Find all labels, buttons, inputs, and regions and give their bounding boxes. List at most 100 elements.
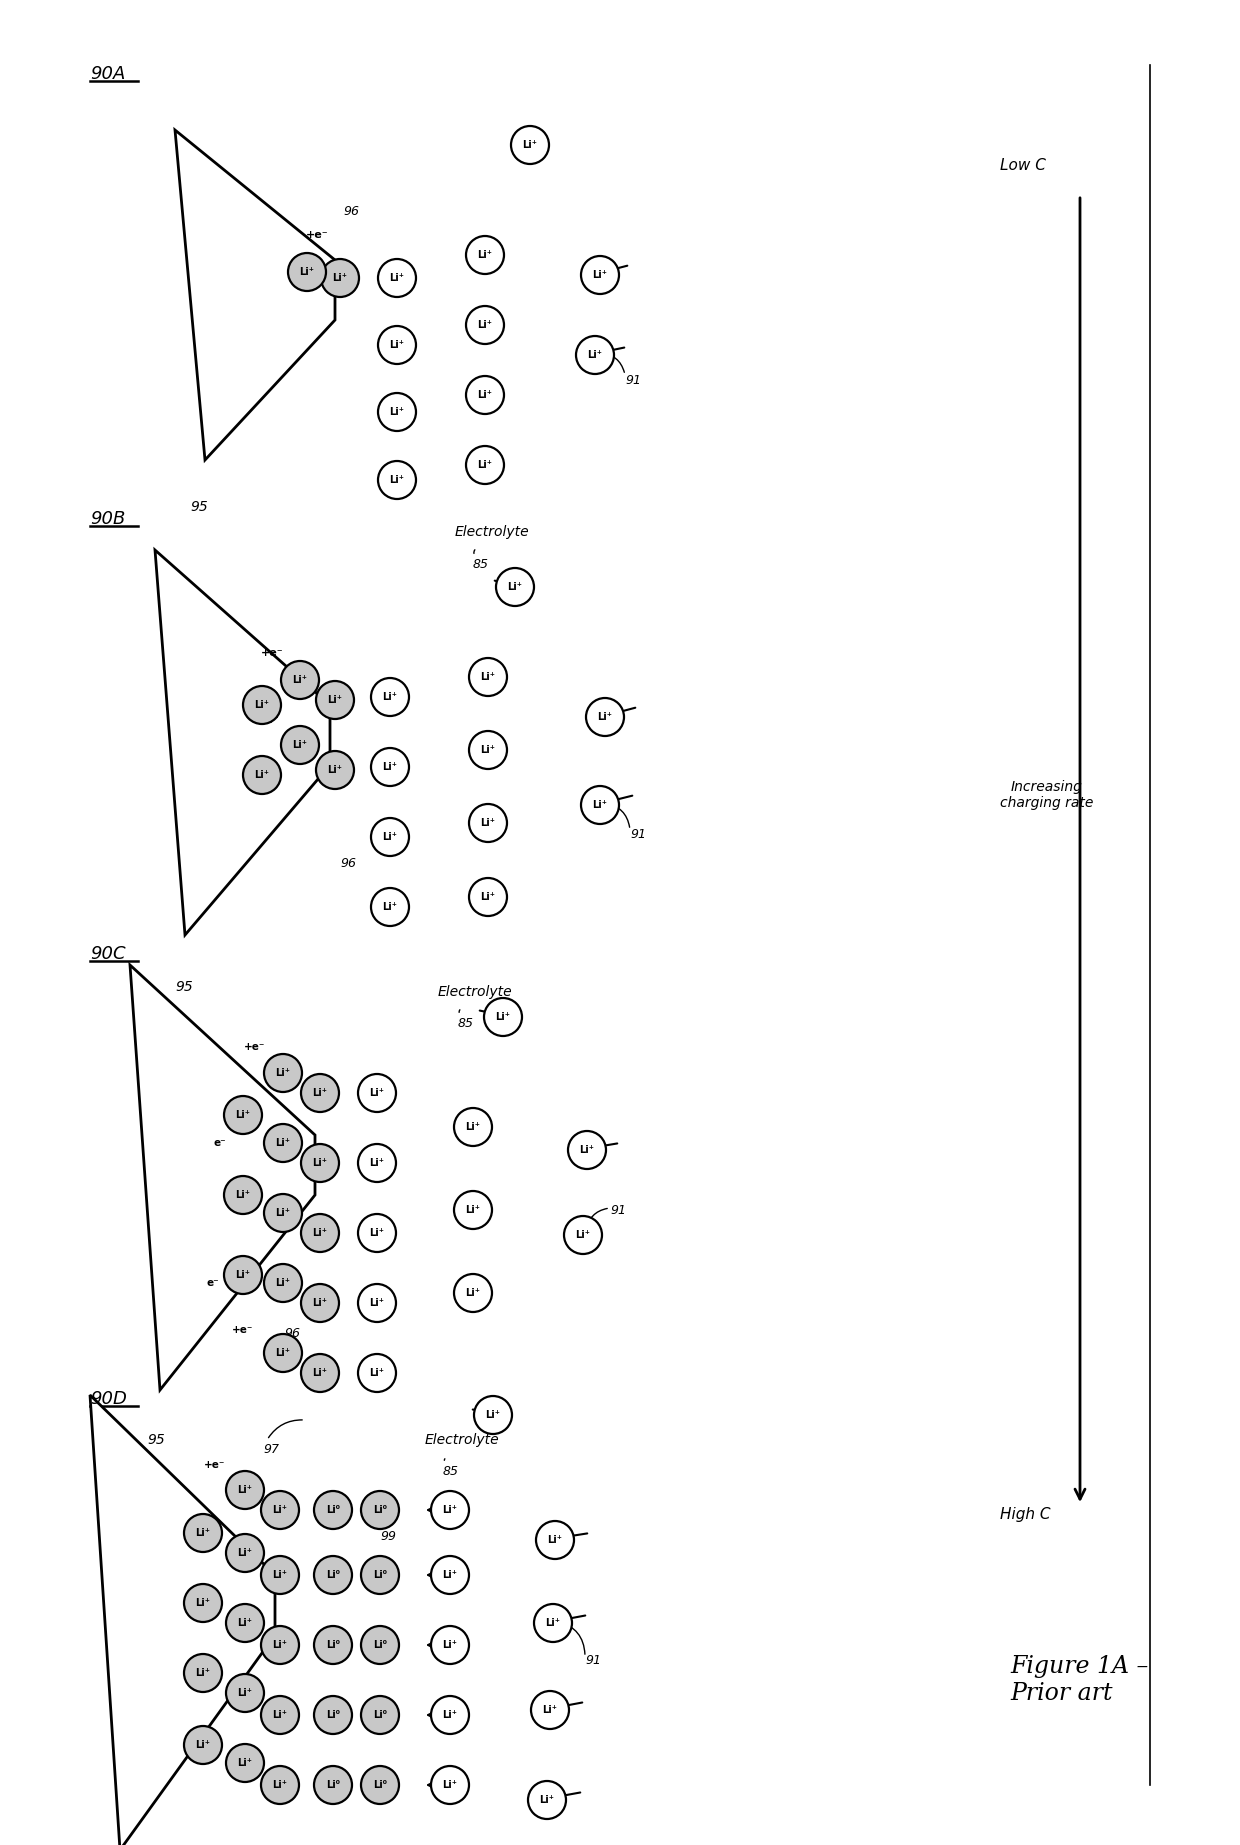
Circle shape [281, 725, 319, 764]
Text: 99: 99 [379, 1530, 396, 1542]
Circle shape [264, 1264, 303, 1303]
Text: Li⁺: Li⁺ [327, 696, 342, 705]
Text: Li⁺: Li⁺ [382, 762, 398, 771]
Text: Li⁺: Li⁺ [382, 692, 398, 701]
Text: Li⁺: Li⁺ [382, 832, 398, 841]
Circle shape [281, 661, 319, 699]
Text: Li⁰: Li⁰ [326, 1506, 340, 1515]
Text: Li⁺: Li⁺ [238, 1758, 253, 1768]
Text: +e⁻: +e⁻ [260, 648, 283, 659]
Text: Li⁺: Li⁺ [465, 1288, 481, 1299]
Text: Li⁰: Li⁰ [373, 1710, 387, 1720]
Text: Li⁰: Li⁰ [373, 1506, 387, 1515]
Text: Li⁺: Li⁺ [327, 766, 342, 775]
Text: 90C: 90C [91, 945, 125, 963]
Circle shape [243, 756, 281, 793]
Circle shape [378, 461, 415, 498]
Text: +e⁻: +e⁻ [257, 716, 279, 725]
Text: Li⁺: Li⁺ [293, 740, 308, 751]
Text: Li⁺: Li⁺ [312, 1367, 327, 1378]
Text: 91: 91 [610, 1203, 626, 1216]
Circle shape [301, 1284, 339, 1323]
Text: Li⁺: Li⁺ [507, 581, 522, 592]
Text: Li⁺: Li⁺ [370, 1089, 384, 1098]
Circle shape [226, 1470, 264, 1509]
Circle shape [358, 1354, 396, 1391]
Polygon shape [155, 550, 330, 935]
Circle shape [466, 306, 503, 343]
Circle shape [264, 1194, 303, 1232]
Circle shape [378, 393, 415, 432]
Text: Li⁺: Li⁺ [273, 1506, 288, 1515]
Circle shape [224, 1096, 262, 1135]
Text: Li⁺: Li⁺ [236, 1269, 250, 1280]
Text: Li⁺: Li⁺ [443, 1710, 458, 1720]
Circle shape [224, 1256, 262, 1293]
Text: 90B: 90B [91, 509, 125, 528]
Circle shape [496, 568, 534, 605]
Circle shape [260, 1555, 299, 1594]
Text: Li⁺: Li⁺ [481, 817, 496, 828]
Text: Li⁺: Li⁺ [593, 801, 608, 810]
Text: Figure 1A –
Prior art: Figure 1A – Prior art [1011, 1655, 1148, 1705]
Text: Li⁺: Li⁺ [275, 1349, 290, 1358]
Circle shape [534, 1603, 572, 1642]
Text: Li⁺: Li⁺ [196, 1668, 211, 1677]
Text: Li⁺: Li⁺ [300, 268, 315, 277]
Circle shape [288, 253, 326, 292]
Circle shape [361, 1625, 399, 1664]
Text: 91: 91 [585, 1653, 601, 1666]
Text: Li⁺: Li⁺ [312, 1089, 327, 1098]
Text: Li⁺: Li⁺ [443, 1570, 458, 1579]
Text: Li⁰: Li⁰ [373, 1780, 387, 1790]
Text: 91: 91 [625, 373, 641, 386]
Text: Li⁺: Li⁺ [236, 1190, 250, 1199]
Circle shape [260, 1766, 299, 1804]
Circle shape [469, 804, 507, 841]
Text: +e⁻: +e⁻ [205, 1459, 226, 1470]
Text: Li⁺: Li⁺ [546, 1618, 560, 1627]
Text: 91: 91 [630, 828, 646, 841]
Circle shape [466, 446, 503, 483]
Circle shape [301, 1074, 339, 1113]
Text: Li⁺: Li⁺ [293, 675, 308, 684]
Text: Li⁺: Li⁺ [370, 1159, 384, 1168]
Circle shape [301, 1144, 339, 1183]
Text: Li⁺: Li⁺ [598, 712, 613, 721]
Text: 96: 96 [343, 205, 360, 218]
Circle shape [316, 681, 353, 720]
Circle shape [184, 1727, 222, 1764]
Text: e⁻: e⁻ [207, 1279, 219, 1288]
Text: +e⁻: +e⁻ [234, 1188, 255, 1197]
Circle shape [314, 1491, 352, 1530]
Circle shape [466, 236, 503, 275]
Text: +e⁻: +e⁻ [192, 1738, 213, 1747]
Text: Li⁺: Li⁺ [522, 140, 537, 149]
Text: Li⁺: Li⁺ [443, 1780, 458, 1790]
Circle shape [321, 258, 360, 297]
Text: Electrolyte: Electrolyte [425, 1434, 500, 1446]
Circle shape [361, 1696, 399, 1734]
Circle shape [378, 258, 415, 297]
Circle shape [469, 878, 507, 915]
Polygon shape [175, 129, 335, 459]
Circle shape [314, 1766, 352, 1804]
Circle shape [511, 125, 549, 164]
Circle shape [484, 998, 522, 1037]
Text: Li⁺: Li⁺ [196, 1740, 211, 1751]
Circle shape [264, 1334, 303, 1373]
Text: Li⁺: Li⁺ [273, 1710, 288, 1720]
Text: +e⁻: +e⁻ [244, 1042, 265, 1052]
Circle shape [316, 751, 353, 790]
Text: +e⁻: +e⁻ [239, 1114, 260, 1125]
Circle shape [243, 686, 281, 723]
Text: Li⁺: Li⁺ [382, 902, 398, 911]
Circle shape [474, 1397, 512, 1434]
Text: Li⁺: Li⁺ [389, 474, 404, 485]
Text: Li⁺: Li⁺ [312, 1229, 327, 1238]
Circle shape [564, 1216, 601, 1255]
Circle shape [361, 1555, 399, 1594]
Text: 85: 85 [443, 1465, 459, 1478]
Text: Li⁺: Li⁺ [543, 1705, 558, 1716]
Text: Li⁺: Li⁺ [575, 1231, 590, 1240]
